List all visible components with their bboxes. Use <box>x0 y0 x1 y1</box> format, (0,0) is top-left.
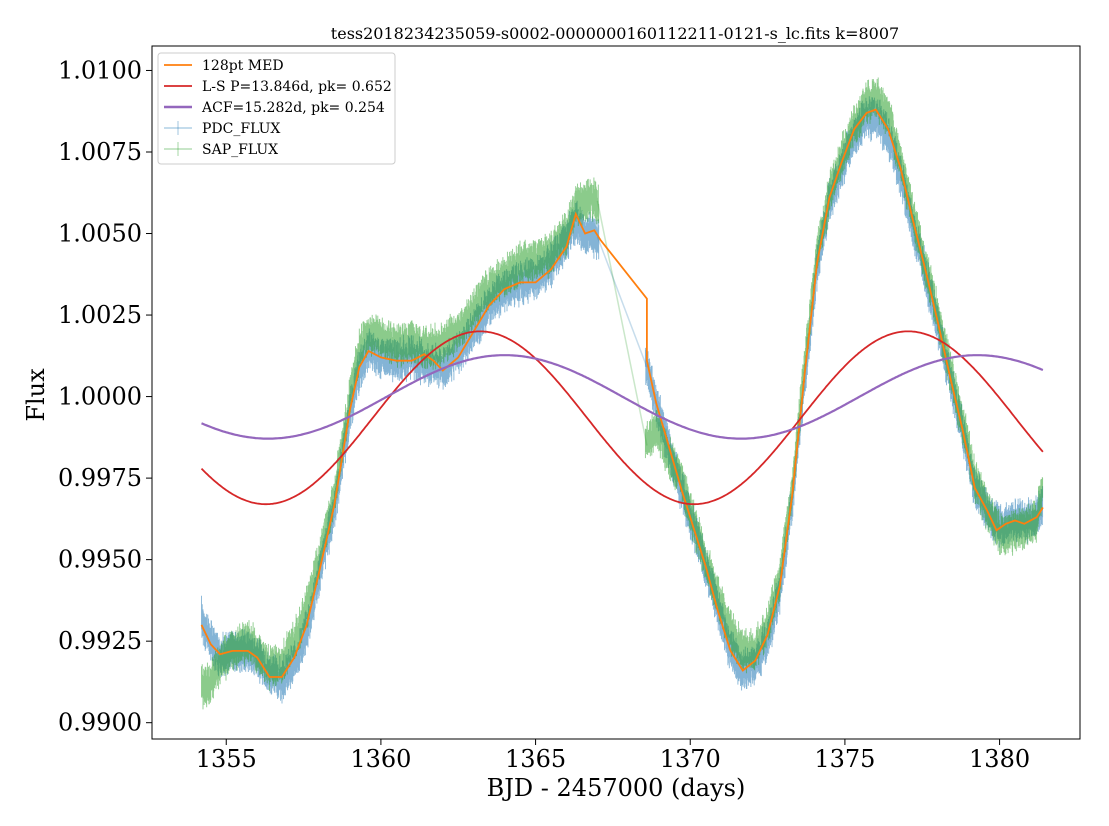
y-axis: 0.9900 0.9925 0.9950 0.9975 1.0000 1.0025 1.00… <box>58 56 152 737</box>
x-tick-label: 1380 <box>969 745 1030 773</box>
ls-period-line <box>200 330 1044 506</box>
x-tick-label: 1365 <box>505 745 566 773</box>
legend-label: L-S P=13.846d, pk= 0.652 <box>202 79 392 95</box>
x-tick-label: 1370 <box>660 745 721 773</box>
legend-item: ACF=15.282d, pk= 0.254 <box>164 100 385 116</box>
y-tick-label: 0.9925 <box>58 627 142 655</box>
legend-item: 128pt MED <box>164 58 284 74</box>
y-axis-label: Flux <box>22 368 50 422</box>
pdc-flux-errorbars <box>201 96 1044 704</box>
legend-label: 128pt MED <box>202 58 284 74</box>
y-tick-label: 0.9950 <box>58 546 142 574</box>
legend: 128pt MED L-S P=13.846d, pk= 0.652 ACF=15.… <box>157 52 396 165</box>
x-tick-label: 1375 <box>814 745 875 773</box>
acf-period-line <box>201 354 1044 440</box>
y-tick-label: 0.9975 <box>58 464 142 492</box>
legend-item: L-S P=13.846d, pk= 0.652 <box>164 79 392 95</box>
x-axis: 1355 1360 1365 1370 1375 1380 <box>196 739 1030 773</box>
x-axis-label: BJD - 2457000 (days) <box>487 774 746 802</box>
legend-item: PDC_FLUX <box>164 121 280 137</box>
pdc-flux-series <box>201 96 1044 704</box>
y-tick-label: 1.0100 <box>58 56 142 84</box>
sap-flux-gap-line <box>596 200 648 446</box>
y-tick-label: 0.9900 <box>58 709 142 737</box>
legend-label: ACF=15.282d, pk= 0.254 <box>201 100 385 116</box>
x-tick-label: 1360 <box>350 745 411 773</box>
sap-flux-series <box>201 77 1044 710</box>
pdc-flux-gap-line <box>596 236 648 368</box>
legend-item: SAP_FLUX <box>164 142 278 158</box>
sap-flux-errorbars <box>201 77 1044 710</box>
legend-label: SAP_FLUX <box>202 142 278 158</box>
y-tick-label: 1.0000 <box>58 383 142 411</box>
chart-title: tess2018234235059-s0002-0000000160112211… <box>331 24 899 43</box>
y-tick-label: 1.0050 <box>58 220 142 248</box>
x-tick-label: 1355 <box>196 745 257 773</box>
series-layer <box>200 77 1044 710</box>
median-line <box>200 108 1044 678</box>
y-tick-label: 1.0025 <box>58 301 142 329</box>
y-tick-label: 1.0075 <box>58 138 142 166</box>
legend-label: PDC_FLUX <box>202 121 280 137</box>
legend-box <box>157 52 396 165</box>
plot-frame <box>151 45 1081 740</box>
